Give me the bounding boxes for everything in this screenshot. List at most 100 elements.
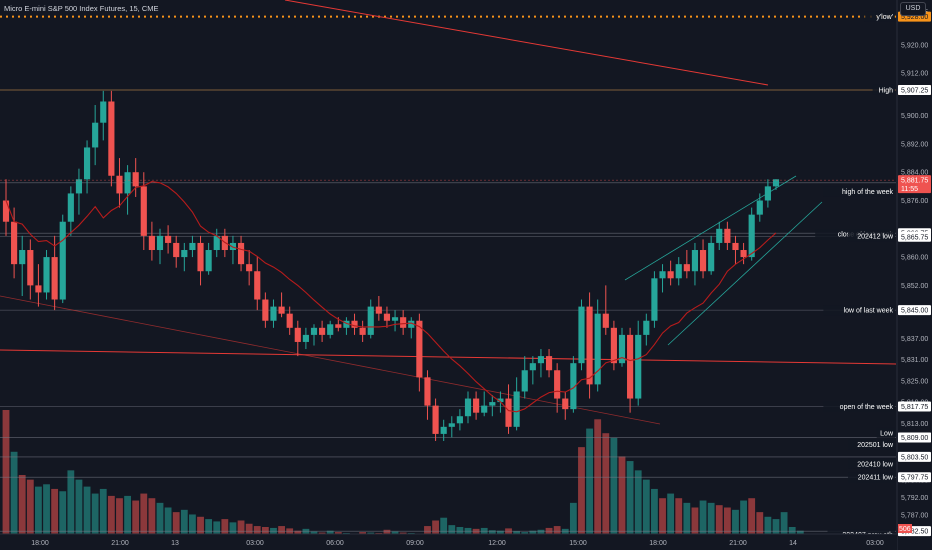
candle-body <box>67 193 74 222</box>
level-price-value: 5,907.25 <box>901 87 928 94</box>
level-price-badge <box>898 305 931 316</box>
price-tick: 5,787.00 <box>901 513 928 520</box>
candle-body <box>659 271 666 279</box>
level-label: 202411 low <box>858 475 894 482</box>
candle-body <box>189 242 196 251</box>
candle-body <box>302 334 309 342</box>
volume-bar <box>772 519 780 540</box>
candle-body <box>108 101 115 176</box>
volume-bar <box>667 493 675 540</box>
candle-body <box>772 179 780 187</box>
candle-body <box>554 370 561 399</box>
candle-body <box>400 317 407 328</box>
candle-body <box>367 306 374 335</box>
candle-body <box>489 402 496 406</box>
candle-body <box>132 172 139 187</box>
level-price-value: 5,865.75 <box>901 234 928 241</box>
candle-body <box>140 186 147 236</box>
candle-body <box>213 235 220 251</box>
volume-bar <box>683 502 691 540</box>
volume-bar <box>578 447 585 540</box>
countdown-timer: 11:55 <box>901 186 918 193</box>
candle-body <box>100 101 107 123</box>
channel-line <box>667 201 823 346</box>
level-label: high of the week <box>842 189 893 196</box>
volume-bar <box>699 500 707 540</box>
volume-bar <box>245 523 253 540</box>
volume-bar <box>213 521 221 540</box>
level-label: High <box>879 87 894 94</box>
time-tick: 21:00 <box>729 540 747 547</box>
volume-bar <box>18 475 26 540</box>
volume-bar <box>164 507 172 540</box>
candle-body <box>408 320 415 328</box>
volume-bar <box>189 514 196 540</box>
candle-body <box>262 299 269 321</box>
volume-bar <box>594 419 602 540</box>
volume-bar <box>26 479 34 540</box>
price-tick: 5,884.00 <box>901 170 928 177</box>
candle-body <box>359 327 366 335</box>
volume-bar <box>124 495 131 540</box>
candle-body <box>59 221 66 300</box>
volume-bar <box>221 519 229 540</box>
volume-bar <box>651 488 658 540</box>
price-tick: 5,825.00 <box>901 378 928 385</box>
candle-body <box>51 257 58 300</box>
symbol-title: Micro E-mini S&P 500 Index Futures, 15, … <box>4 4 159 13</box>
price-tick: 5,892.00 <box>901 141 928 148</box>
candle-body <box>716 228 723 243</box>
level-price-value: 5,928.00 <box>901 14 928 21</box>
candle-body <box>424 377 431 406</box>
volume-bar <box>618 456 626 540</box>
volume-bar <box>626 461 634 540</box>
volume-bar <box>148 498 156 540</box>
volume-bar <box>715 505 723 540</box>
time-tick: 18:00 <box>649 540 667 547</box>
volume-value: 506 <box>899 526 911 533</box>
time-tick: 21:00 <box>111 540 129 547</box>
candle-body <box>383 313 391 321</box>
candle-body <box>529 363 536 371</box>
level-label-bg <box>848 458 895 469</box>
candle-body <box>481 405 488 413</box>
level-price-badge <box>898 401 931 412</box>
volume-bar <box>424 526 431 540</box>
candle-body <box>75 179 83 194</box>
candle-body <box>327 324 334 335</box>
level-label-bg <box>848 231 895 242</box>
volume-bar <box>116 498 123 540</box>
time-tick: 03:00 <box>866 540 884 547</box>
level-price-value: 5,809.00 <box>901 435 928 442</box>
price-tick: 5,920.00 <box>901 42 928 49</box>
volume-bar <box>278 526 285 540</box>
price-tick: 5,792.00 <box>901 495 928 502</box>
candle-body <box>610 327 617 364</box>
level-label: open of the week <box>840 404 894 411</box>
volume-bar <box>553 526 561 540</box>
candle-body <box>197 242 204 272</box>
last-price-value: 5,881.75 <box>901 178 928 185</box>
price-tick: 5,912.00 <box>901 71 928 78</box>
volume-bar <box>35 486 42 540</box>
volume-bar <box>43 484 50 540</box>
currency-button[interactable]: USD <box>900 2 926 16</box>
volume-bar <box>659 498 666 540</box>
candle-body <box>562 398 569 410</box>
candle-body <box>545 356 553 371</box>
candle-body <box>618 334 626 364</box>
level-label: Low <box>880 430 894 437</box>
trend-line <box>0 295 661 425</box>
candle-body <box>570 363 577 410</box>
candle-body <box>229 242 237 251</box>
volume-bar <box>691 507 699 540</box>
volume-bar <box>780 512 788 540</box>
candle-body <box>416 320 423 378</box>
volume-bar <box>748 498 756 540</box>
level-price-value: 5,817.75 <box>901 404 928 411</box>
volume-bar <box>602 433 610 540</box>
level-price-value: 5,782.50 <box>901 529 928 536</box>
volume-bar <box>253 526 261 540</box>
